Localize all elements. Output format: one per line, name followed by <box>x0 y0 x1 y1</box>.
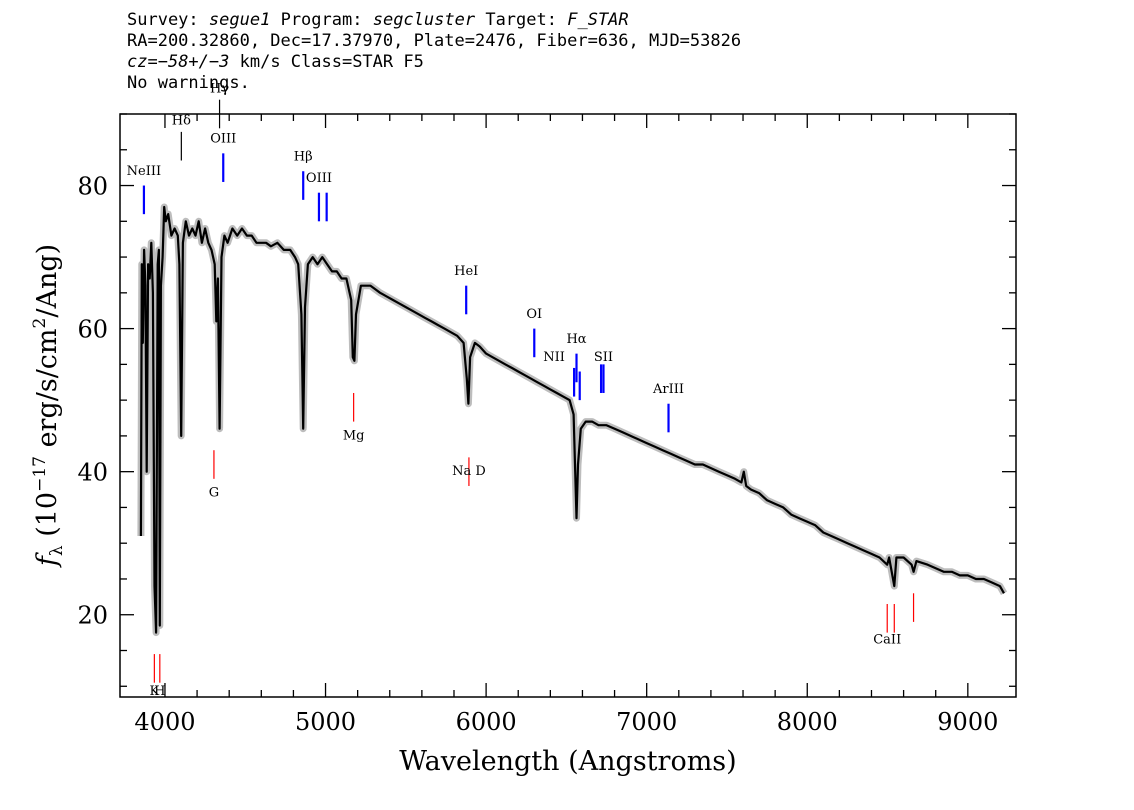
absorption-line-label: H <box>154 684 165 699</box>
ylabel-exp: −17 <box>30 456 50 492</box>
emission-line-label: OIII <box>210 132 236 147</box>
x-tick-label: 5000 <box>295 708 356 736</box>
y-axis-label: fλ (10−17 erg/s/cm2/Ang) <box>30 244 67 568</box>
x-tick-label: 9000 <box>937 708 998 736</box>
cz-suffix: km/s Class=STAR F5 <box>229 52 424 72</box>
absorption-line-label: Na D <box>452 464 486 479</box>
header-line-2: RA=200.32860, Dec=17.37970, Plate=2476, … <box>127 31 742 51</box>
header-line-1: Survey: segue1 Program: segcluster Targe… <box>127 10 741 31</box>
emission-line-label: Hα <box>566 332 586 347</box>
y-tick-label: 40 <box>77 459 108 487</box>
axis-ticks <box>120 113 1016 697</box>
ylabel-f: f <box>32 552 63 568</box>
x-tick-label: 4000 <box>134 708 195 736</box>
x-tick-label: 7000 <box>616 708 677 736</box>
emission-line-label: Hβ <box>294 149 313 164</box>
absorption-line-label: G <box>209 486 219 501</box>
y-tick-label: 20 <box>77 602 108 630</box>
emission-line-label: SII <box>594 350 613 365</box>
emission-line-label: ArIII <box>652 382 684 397</box>
x-tick-label: 6000 <box>456 708 517 736</box>
survey-value: segue1 <box>208 10 271 30</box>
target-value: F_STAR <box>567 10 629 30</box>
target-label: Target: <box>485 10 557 30</box>
y-tick-label: 80 <box>77 173 108 201</box>
ylabel-rest: (10 <box>32 492 63 545</box>
ylabel-sub: λ <box>47 545 67 556</box>
survey-label: Survey: <box>127 10 199 30</box>
axis-tick-labels: 4000 5000 6000 7000 8000 9000 20 40 60 80 <box>77 173 998 736</box>
header-line-3: cz=−58+/−3 km/s Class=STAR F5 <box>127 52 741 73</box>
spectrum-layer <box>137 203 1008 637</box>
emission-line-label: NeIII <box>127 164 161 179</box>
absorption-line-label: Hγ <box>210 82 229 97</box>
emission-line-label: HeI <box>454 264 478 279</box>
cz-value: =−58+/−3 <box>147 52 230 72</box>
error-band <box>137 203 1008 637</box>
program-value: segcluster <box>372 10 476 30</box>
ylabel-end: /Ang) <box>32 244 63 318</box>
ylabel-exp2: 2 <box>30 318 50 329</box>
ylabel-tail: erg/s/cm <box>32 328 63 456</box>
absorption-line-label: Hδ <box>172 114 191 129</box>
program-label: Program: <box>280 10 363 30</box>
x-axis-label: Wavelength (Angstroms) <box>399 746 736 777</box>
spectrum-header: Survey: segue1 Program: segcluster Targe… <box>127 10 741 94</box>
absorption-line-label: Mg <box>343 428 365 443</box>
plot-frame <box>119 113 1017 698</box>
absorption-line-label: K <box>150 684 160 699</box>
emission-line-label: OIII <box>306 171 332 186</box>
spectrum-line <box>139 205 1005 634</box>
header-line-4: No warnings. <box>127 73 250 93</box>
emission-line-label: NII <box>543 350 565 365</box>
y-tick-label: 60 <box>77 316 108 344</box>
absorption-line-label: CaII <box>873 632 901 647</box>
emission-line-label: OI <box>526 307 542 322</box>
cz-prefix: cz <box>127 52 148 72</box>
x-tick-label: 8000 <box>777 708 838 736</box>
